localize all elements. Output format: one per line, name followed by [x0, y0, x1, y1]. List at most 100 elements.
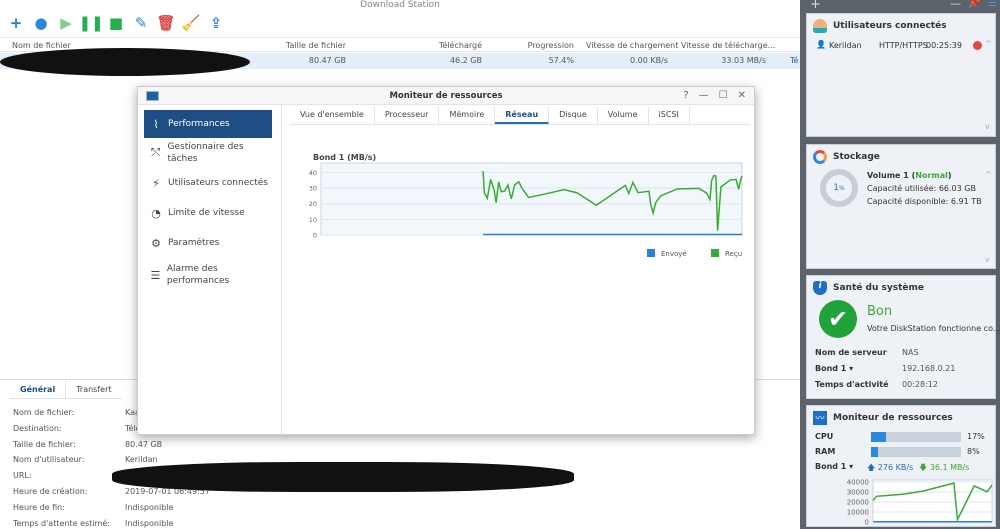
- pin-icon[interactable]: 📌: [968, 0, 981, 9]
- sidebar-item-task-manager[interactable]: ⤲ Gestionnaire des tâches: [144, 139, 272, 167]
- widget-title: Moniteur de ressources: [833, 413, 953, 423]
- resume-icon[interactable]: ▶: [60, 14, 72, 32]
- help-icon[interactable]: ?: [683, 90, 689, 101]
- field-label: URL:: [13, 471, 32, 481]
- storage-icon: [813, 150, 827, 164]
- sidebar-item-plug[interactable]: ⚡ Utilisateurs connectés: [144, 169, 272, 197]
- tab-general[interactable]: Général: [10, 380, 67, 398]
- y-tick-label: 30000: [847, 489, 869, 497]
- health-row-label[interactable]: Bond 1 ▾: [815, 364, 854, 373]
- widget-list-icon[interactable]: ☰: [988, 0, 997, 9]
- tab-5[interactable]: Volume: [598, 107, 649, 124]
- stop-icon[interactable]: ■: [108, 14, 124, 32]
- widget-panel: + — 📌 ☰ Utilisateurs connectés 👤 Kerilda…: [800, 0, 1000, 529]
- field-label: Temps d'attente estimé:: [13, 518, 110, 528]
- add-widget-icon[interactable]: +: [810, 0, 821, 12]
- edit-icon[interactable]: ✎: [134, 14, 148, 32]
- legend-swatch: [711, 249, 719, 257]
- col-size[interactable]: Taille de fichier: [285, 41, 346, 50]
- y-tick-label: 20000: [847, 499, 869, 507]
- field-label: Nom de fichier:: [13, 408, 75, 417]
- monitor-tabs: Vue d'ensemble Processeur Mémoire Réseau Dis…: [290, 107, 750, 125]
- col-filename[interactable]: Nom de fichier: [12, 41, 71, 50]
- y-tick-label: 0: [313, 232, 317, 240]
- chevron-down-icon[interactable]: v: [985, 255, 990, 264]
- free-capacity: Capacité disponible: 6.91 TB: [867, 197, 982, 206]
- tab-0[interactable]: Vue d'ensemble: [290, 107, 375, 124]
- cpu-label: CPU: [815, 432, 834, 441]
- tab-3[interactable]: Réseau: [495, 107, 550, 124]
- cpu-value: 17%: [967, 432, 985, 441]
- field-value: 80.47 GB: [125, 439, 163, 449]
- sidebar-item-label: Gestionnaire des tâches: [167, 142, 244, 164]
- y-tick-label: 10000: [847, 509, 869, 517]
- chevron-up-icon[interactable]: ^: [985, 39, 992, 48]
- pause-icon[interactable]: ❚❚: [78, 14, 104, 32]
- health-row-value: NAS: [902, 348, 919, 357]
- monitor-sidebar: ⌇ Performances ⤲ Gestionnaire des tâches ⚡ Ut…: [138, 105, 282, 435]
- tab-6[interactable]: iSCSI: [649, 107, 690, 124]
- info-shield-icon: i: [813, 281, 827, 295]
- field-value: Kaa: [125, 408, 140, 417]
- ram-value: 8%: [967, 447, 980, 456]
- delete-icon[interactable]: 🗑: [156, 14, 176, 32]
- disconnect-icon[interactable]: [973, 41, 982, 50]
- gear-icon: ⚙: [151, 236, 161, 250]
- bond-selector[interactable]: Bond 1 ▾: [815, 462, 854, 471]
- ram-bar: [871, 447, 961, 457]
- redaction-mark: [0, 48, 250, 76]
- y-tick-label: 0: [865, 519, 869, 527]
- y-tick-label: 30: [309, 185, 317, 193]
- widget-title: Utilisateurs connectés: [833, 21, 947, 31]
- legend-label[interactable]: Reçu: [725, 250, 742, 258]
- series-line-1: [872, 482, 993, 523]
- tab-transfer[interactable]: Transfert: [76, 385, 112, 394]
- add-icon[interactable]: +: [9, 14, 23, 32]
- share-icon[interactable]: ⇪: [209, 14, 223, 32]
- chevron-down-icon[interactable]: v: [985, 122, 990, 131]
- clear-icon[interactable]: 🧹: [181, 14, 201, 32]
- sidebar-item-label: Paramètres: [168, 238, 220, 248]
- sidebar-item-alarm-list[interactable]: ☰ Alarme des performances: [144, 257, 272, 293]
- upload-speed: 276 KB/s: [877, 463, 914, 472]
- col-progress[interactable]: Progression: [527, 41, 574, 50]
- tab-4[interactable]: Disque: [549, 107, 598, 124]
- sidebar-item-performance[interactable]: ⌇ Performances: [144, 110, 272, 138]
- sidebar-item-gear[interactable]: ⚙ Paramètres: [144, 229, 272, 257]
- cell-size: 80.47 GB: [308, 56, 346, 65]
- volume-name: Volume 1: [867, 171, 909, 180]
- legend-label[interactable]: Envoyé: [661, 250, 687, 258]
- window-title: Download Station: [360, 0, 440, 10]
- maximize-icon[interactable]: ☐: [718, 90, 728, 101]
- col-download-speed[interactable]: Vitesse de télécharge...: [681, 41, 776, 50]
- speed-limit-icon: ◔: [151, 206, 161, 220]
- sidebar-item-label: Performances: [168, 119, 230, 129]
- cell-progress: 57.4%: [548, 56, 574, 65]
- cell-upload: 0.00 KB/s: [630, 56, 668, 65]
- user-avatar-icon: [813, 19, 827, 33]
- add-url-icon[interactable]: ●: [34, 14, 48, 32]
- col-upload-speed[interactable]: Vitesse de chargement: [586, 41, 679, 50]
- minimize-icon[interactable]: —: [698, 90, 709, 101]
- y-tick-label: 40: [309, 169, 317, 177]
- field-label: Taille de fichier:: [13, 439, 76, 449]
- minimize-icon[interactable]: —: [950, 0, 961, 10]
- widget-storage: Stockage 1% Volume 1 (Normal) Capacité u…: [806, 144, 996, 269]
- user-name: Kerildan: [829, 41, 862, 50]
- health-row-label: Temps d'activité: [815, 380, 889, 389]
- user-protocol: HTTP/HTTPS: [879, 41, 928, 50]
- field-label: Destination:: [13, 423, 62, 433]
- tab-1[interactable]: Processeur: [375, 107, 440, 124]
- close-icon[interactable]: ✕: [737, 90, 746, 101]
- field-value: 2019-07-01 06:49:57: [125, 487, 210, 496]
- field-value: Télé: [125, 423, 141, 433]
- chevron-up-icon[interactable]: ^: [985, 170, 992, 179]
- monitor-app-icon: [146, 91, 159, 101]
- col-downloaded[interactable]: Téléchargé: [438, 41, 482, 50]
- tab-2[interactable]: Mémoire: [439, 107, 496, 124]
- modal-title-text: Moniteur de ressources: [389, 91, 503, 101]
- cell-downloaded: 46.2 GB: [449, 56, 482, 65]
- storage-percent: 1: [833, 183, 840, 193]
- sidebar-item-speed-limit[interactable]: ◔ Limite de vitesse: [144, 199, 272, 227]
- widget-resource-monitor: 〰 Moniteur de ressources CPU 17% RAM 8% …: [806, 405, 996, 527]
